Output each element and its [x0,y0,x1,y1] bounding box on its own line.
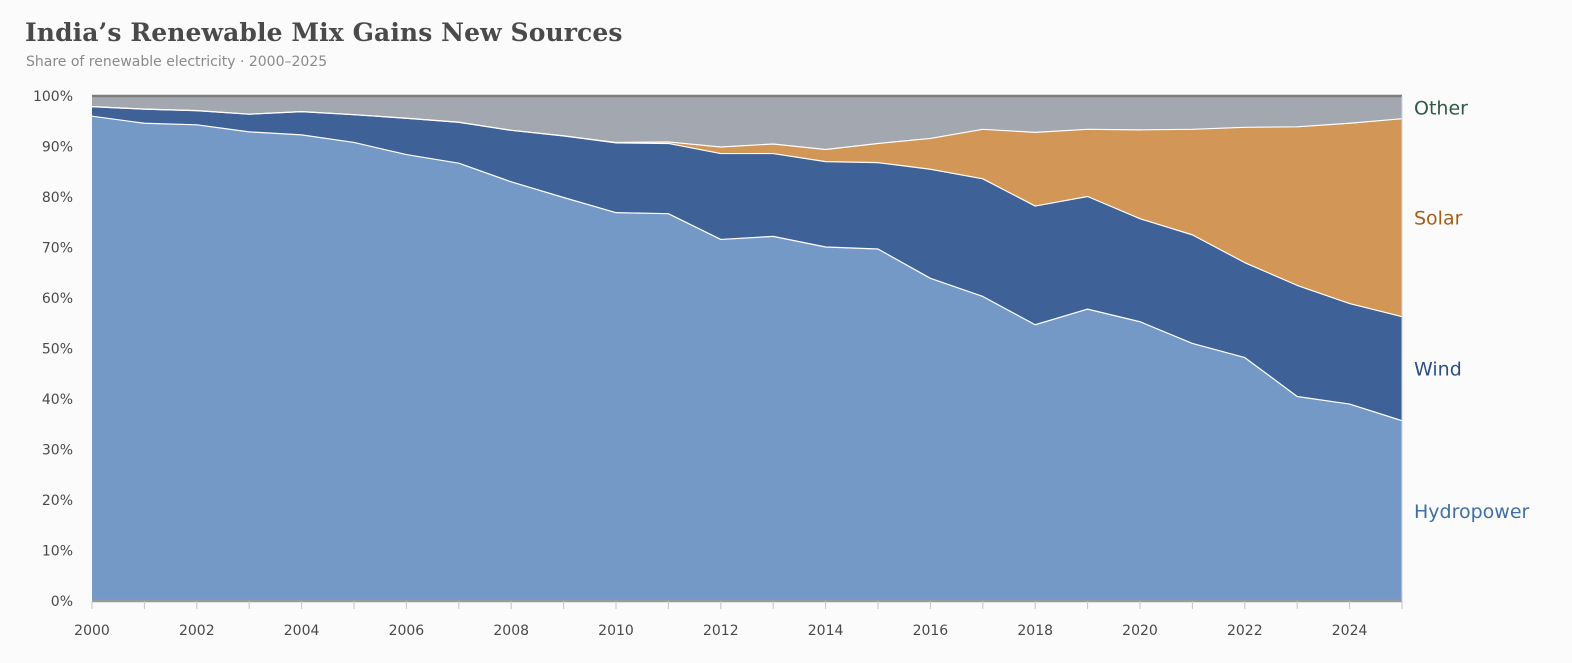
y-axis: 0% 10% 20% 30% 40% 50% 60% 70% 80% 90% 100% [33,89,73,610]
x-tick-label: 2008 [493,623,529,639]
area-solar [92,106,1402,317]
x-tick-label: 2010 [598,623,634,639]
x-tick-label: 2012 [703,623,739,639]
x-tick-label: 2022 [1227,623,1263,639]
series-label-solar: Solar [1414,208,1463,230]
x-tick-label: 2024 [1332,623,1368,639]
y-tick-label: 80% [42,190,73,206]
area-layers [91,96,1403,601]
x-tick-label: 2002 [179,623,215,639]
x-tick-label: 2000 [74,623,110,639]
x-tick-label: 2014 [808,623,844,639]
area-hydropower [92,116,1402,601]
y-tick-label: 100% [33,89,73,105]
y-tick-label: 90% [42,140,73,156]
area-wind [92,106,1402,421]
series-label-other: Other [1414,97,1468,119]
y-tick-label: 60% [42,291,73,307]
series-label-wind: Wind [1414,359,1462,381]
chart-subtitle: Share of renewable electricity · 2000–20… [26,54,328,70]
y-tick-label: 0% [51,594,73,610]
boundary-line-solar [91,106,1403,151]
y-tick-label: 40% [42,392,73,408]
series-label-hydropower: Hydropower [1414,501,1530,523]
x-tick-label: 2018 [1017,623,1053,639]
x-tick-label: 2006 [389,623,425,639]
plot-frame [92,94,1403,603]
chart-title: India’s Renewable Mix Gains New Sources [25,18,623,47]
x-axis: 2000 2002 2004 2006 2008 2010 2012 2014 2016 2018… [74,601,1403,639]
x-tick-label: 2016 [913,623,949,639]
y-tick-label: 70% [42,241,73,257]
y-tick-label: 30% [42,443,73,459]
series-labels: Hydropower Wind Solar Other [1414,97,1530,522]
y-tick-label: 10% [42,544,73,560]
x-tick-label: 2004 [284,623,320,639]
y-tick-label: 20% [42,493,73,509]
boundary-line-hydropower [91,115,1403,422]
area-other [92,96,1402,150]
x-tick-label: 2020 [1122,623,1158,639]
y-tick-label: 50% [42,342,73,358]
